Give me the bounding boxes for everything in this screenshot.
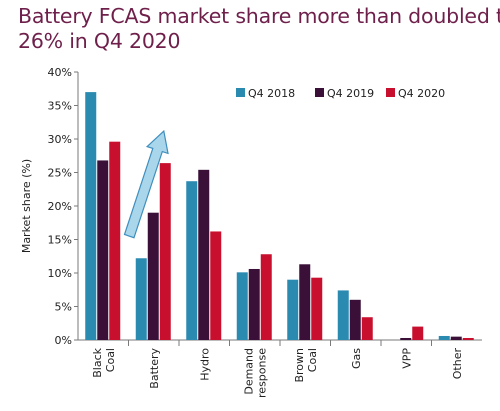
bar-q4-2019 [97,160,109,340]
bar-q4-2019 [198,169,210,340]
x-tick-label-line: Hydro [198,348,211,381]
chart-title-line-2: 26% in Q4 2020 [18,29,181,53]
chart-title-line-1: Battery FCAS market share more than doub… [18,4,500,28]
x-tick-label-line: Coal [306,348,319,372]
x-tick-label: Hydro [198,348,211,381]
bar-q4-2020 [109,141,121,340]
bar-q4-2020 [462,337,474,340]
bar-q4-2018 [287,279,299,340]
x-tick-label-line: Brown [293,348,306,383]
x-tick-label: Other [451,348,464,380]
bar-q4-2019 [147,212,159,340]
y-axis-title: Market share (%) [20,159,33,253]
legend-label: Q4 2019 [327,87,374,100]
legend-label: Q4 2020 [398,87,445,100]
y-tick-label: 10% [48,267,72,280]
bar-q4-2020 [159,163,171,340]
x-tick-label: Gas [350,348,363,369]
x-tick-label-line: Demand [242,348,255,395]
legend-swatch [236,88,245,97]
y-tick-label: 20% [48,200,72,213]
x-tick-label-line: Coal [104,348,117,372]
bar-q4-2018 [337,290,349,340]
bar-q4-2018 [85,92,97,340]
bar-q4-2018 [236,272,248,340]
x-tick-label-line: Battery [148,348,161,389]
y-tick-label: 35% [48,100,72,113]
bar-q4-2020 [260,254,272,340]
x-tick-label-line: response [255,348,268,398]
bar-q4-2020 [361,317,373,340]
x-tick-label-line: Black [91,347,104,377]
bar-q4-2019 [450,336,462,340]
x-tick-label: Brown Coal [293,348,319,383]
bar-q4-2020 [412,326,424,340]
legend-swatch [315,88,324,97]
bar-q4-2018 [135,258,147,340]
x-tick-label: VPP [400,348,413,369]
legend-label: Q4 2018 [248,87,295,100]
y-tick-label: 30% [48,133,72,146]
bar-q4-2020 [210,231,222,340]
y-tick-label: 15% [48,234,72,247]
legend-swatch [386,88,395,97]
x-tick-label: Black Coal [91,347,117,377]
y-tick-label: 0% [55,334,72,347]
chart-title: Battery FCAS market share more than doub… [18,4,500,54]
y-tick-label: 5% [55,301,72,314]
x-tick-label-line: Gas [350,348,363,369]
trend-arrow [123,129,169,239]
bar-q4-2018 [186,181,198,340]
x-tick-label: Battery [148,348,161,389]
bar-q4-2019 [400,337,412,340]
bar-q4-2019 [299,264,311,340]
y-tick-label: 25% [48,167,72,180]
bar-q4-2019 [349,299,361,340]
x-tick-label-line: Other [451,348,464,380]
x-tick-label: Demand response [242,348,268,398]
y-tick-label: 40% [48,66,72,79]
x-tick-label-line: VPP [400,348,413,369]
bar-q4-2020 [311,277,323,340]
bar-q4-2018 [438,335,450,340]
bar-q4-2019 [248,268,260,340]
